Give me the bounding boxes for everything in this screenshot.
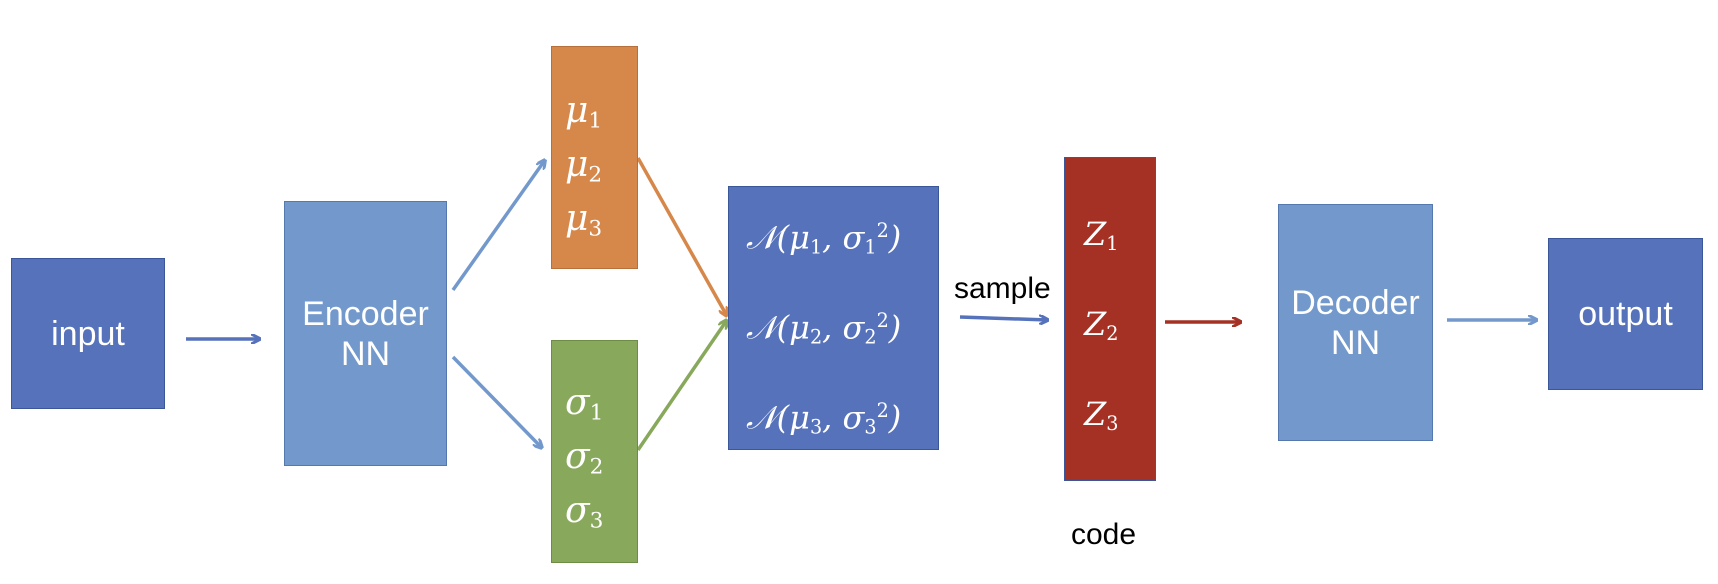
sigma-vector-box (551, 340, 638, 563)
normal-row-3: 𝒩(μ3, σ32) (746, 398, 902, 439)
input-label: input (51, 314, 125, 353)
code-list: Z1 Z2 Z3 (1084, 189, 1118, 459)
input-box: input (11, 258, 165, 409)
z-1: Z1 (1084, 215, 1119, 255)
sigma-1: σ1 (565, 382, 604, 426)
z-2: Z2 (1084, 305, 1119, 345)
mu-list: μ1 μ2 μ3 (565, 84, 602, 246)
z-3: Z3 (1084, 395, 1119, 435)
mu-1: μ1 (565, 90, 603, 134)
encoder-label-line1: Encoder (302, 294, 429, 333)
decoder-label-line1: Decoder (1291, 283, 1420, 322)
code-caption: code (1071, 518, 1137, 551)
sigma-3: σ3 (565, 490, 604, 534)
normal-row-1: 𝒩(μ1, σ12) (746, 218, 902, 259)
arrow-mu-to-normal (636, 157, 727, 316)
normal-row-2: 𝒩(μ2, σ22) (746, 308, 902, 349)
sigma-2: σ2 (565, 436, 604, 480)
arrow-sample (959, 317, 1048, 320)
code-vector-box (1064, 157, 1156, 481)
normal-distribution-box (728, 186, 939, 450)
arrow-encoder-to-mu (451, 160, 545, 292)
mu-vector-box (551, 46, 638, 269)
normal-list: 𝒩(μ1, σ12) 𝒩(μ2, σ22) 𝒩(μ3, σ32) (746, 186, 901, 456)
output-box: output (1548, 238, 1703, 390)
decoder-box: Decoder NN (1278, 204, 1433, 441)
mu-3: μ3 (565, 198, 603, 242)
encoder-label-line2: NN (340, 334, 391, 373)
output-label: output (1578, 295, 1673, 333)
sample-label: sample (954, 272, 1051, 305)
mu-2: μ2 (565, 144, 603, 188)
decoder-label-line2: NN (1330, 323, 1381, 362)
arrow-sigma-to-normal (636, 320, 727, 451)
arrow-encoder-to-sigma (451, 355, 542, 448)
encoder-box: Encoder NN (284, 201, 447, 466)
sigma-list: σ1 σ2 σ3 (565, 376, 603, 538)
